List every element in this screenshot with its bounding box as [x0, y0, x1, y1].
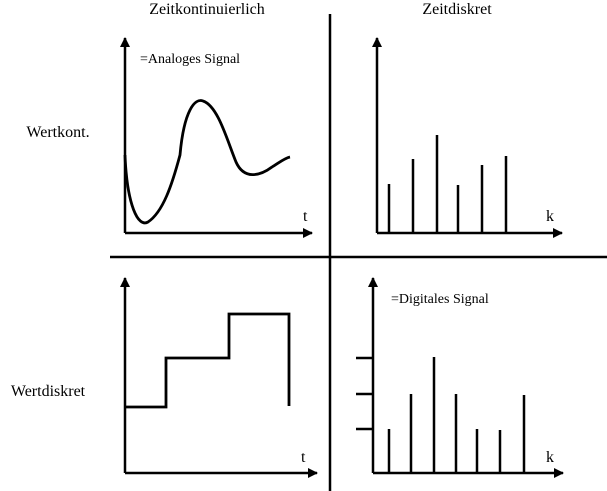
analog-signal-caption: =Analoges Signal: [140, 52, 240, 67]
analog-signal-curve: [123, 99, 291, 225]
row-heading-value-continuous: Wertkont.: [26, 124, 89, 141]
digital-signal-caption: =Digitales Signal: [391, 292, 489, 307]
x-axis-label-k-bottom: k: [546, 449, 554, 466]
x-axis-label-t-bottom: t: [301, 449, 306, 466]
x-axis-label-k-top: k: [546, 208, 554, 225]
x-axis-label-t-top: t: [303, 208, 308, 225]
column-heading-discrete: Zeitdiskret: [422, 1, 492, 18]
panel-digital-signal: =Digitales Signal k: [356, 277, 564, 478]
panel-analog-signal: =Analoges Signal t: [120, 37, 313, 238]
panel-quantized-signal: t: [120, 277, 318, 478]
panel-sampled-signal: k: [372, 37, 563, 238]
column-heading-continuous: Zeitkontinuierlich: [149, 1, 265, 18]
row-heading-value-discrete: Wertdiskret: [11, 383, 86, 400]
staircase-signal: [125, 312, 291, 409]
